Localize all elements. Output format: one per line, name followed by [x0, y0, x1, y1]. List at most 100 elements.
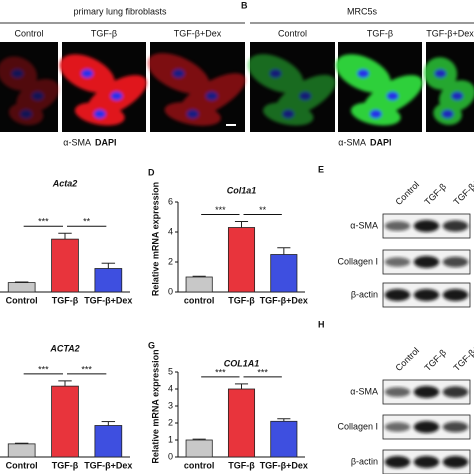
bar: [227, 388, 256, 458]
panel-label: G: [148, 340, 155, 350]
significance-label: ***: [215, 205, 226, 215]
y-tick-label: 2: [168, 417, 173, 427]
imaging-title: MRC5s: [347, 6, 378, 16]
condition-label: TGF-β+Dex: [426, 28, 474, 38]
x-tick-label: TGF-β+Dex: [260, 460, 308, 470]
cells: [335, 54, 423, 126]
x-tick-label: Control: [6, 460, 38, 470]
condition-label: TGF-β: [367, 28, 393, 38]
band: [413, 421, 440, 433]
nucleus: [20, 109, 33, 119]
significance-label: ***: [215, 367, 226, 377]
y-axis-label: Relative mRNA expression: [150, 349, 160, 463]
nucleus: [81, 69, 94, 78]
lane-label: TGF-β: [423, 182, 449, 208]
band: [442, 456, 469, 468]
band: [442, 256, 469, 268]
panel-label: B: [241, 0, 248, 10]
condition-label: TGF-β: [91, 28, 117, 38]
lane-label: TGF-β+Dex: [452, 166, 474, 207]
bar: [94, 268, 123, 293]
y-tick-label: 4: [168, 383, 173, 393]
cells: [147, 53, 246, 126]
lane-label: TGF-β+Dex: [452, 332, 474, 373]
row-label: β-actin: [351, 289, 378, 299]
nucleus: [434, 69, 447, 78]
bar: [270, 254, 298, 293]
cells: [423, 57, 474, 125]
x-tick-label: Control: [6, 295, 38, 305]
lane-label: TGF-β: [423, 348, 449, 374]
x-tick-label: TGF-β: [52, 295, 79, 305]
y-tick-label: 1: [168, 434, 173, 444]
nucleus: [186, 109, 199, 119]
significance-label: ***: [81, 364, 92, 374]
condition-label: TGF-β+Dex: [174, 28, 222, 38]
panel-label: D: [148, 167, 155, 177]
nucleus: [110, 91, 123, 101]
nucleus: [369, 109, 382, 119]
cells: [0, 56, 60, 126]
band: [413, 289, 440, 301]
row-label: β-actin: [351, 456, 378, 466]
nucleus: [205, 91, 218, 101]
row-label: Collagen I: [337, 256, 378, 266]
y-tick-label: 4: [168, 226, 173, 236]
condition-label: Control: [14, 28, 43, 38]
nucleus: [172, 69, 185, 78]
bar: [227, 227, 256, 293]
bar: [7, 443, 36, 458]
bar: [94, 425, 123, 458]
nucleus: [269, 69, 282, 78]
band: [413, 220, 440, 232]
band: [442, 220, 469, 232]
band: [413, 456, 440, 468]
bar: [51, 385, 79, 458]
nucleus: [11, 69, 24, 78]
band: [413, 256, 440, 268]
condition-label: Control: [278, 28, 307, 38]
x-tick-label: TGF-β: [52, 460, 79, 470]
band: [442, 289, 469, 301]
nucleus: [451, 91, 464, 101]
band: [442, 421, 469, 433]
row-label: α-SMA: [350, 220, 378, 230]
band: [384, 257, 411, 267]
bar: [7, 282, 36, 293]
cells: [247, 54, 336, 126]
bar: [270, 420, 298, 458]
y-tick-label: 0: [168, 451, 173, 461]
y-tick-label: 3: [168, 400, 173, 410]
stain-label: α-SMA: [63, 137, 91, 147]
nucleus: [31, 91, 44, 101]
bar: [185, 276, 213, 293]
chart-title: COL1A1: [224, 358, 260, 368]
band: [413, 386, 440, 398]
band: [384, 387, 411, 397]
chart-title: Acta2: [52, 178, 78, 188]
x-tick-label: TGF-β: [228, 460, 255, 470]
chart-title: ACTA2: [49, 343, 79, 353]
x-tick-label: control: [184, 460, 215, 470]
y-tick-label: 0: [168, 286, 173, 296]
row-label: Collagen I: [337, 421, 378, 431]
scale-bar: [226, 124, 236, 126]
y-tick-label: 2: [168, 256, 173, 266]
significance-label: ***: [38, 217, 49, 227]
row-label: α-SMA: [350, 386, 378, 396]
lane-label: Control: [394, 180, 422, 208]
significance-label: **: [259, 205, 267, 215]
imaging-title: primary lung fibroblasts: [73, 6, 167, 16]
y-tick-label: 6: [168, 196, 173, 206]
chart-title: Col1a1: [227, 185, 257, 195]
x-tick-label: control: [184, 295, 215, 305]
cells: [59, 54, 147, 126]
panel-label: E: [318, 164, 324, 174]
bar: [51, 238, 79, 293]
lane-label: Control: [394, 346, 422, 374]
band: [384, 221, 411, 231]
significance-label: **: [83, 217, 91, 227]
band: [442, 386, 469, 398]
x-tick-label: TGF-β+Dex: [260, 295, 308, 305]
band: [384, 422, 411, 432]
